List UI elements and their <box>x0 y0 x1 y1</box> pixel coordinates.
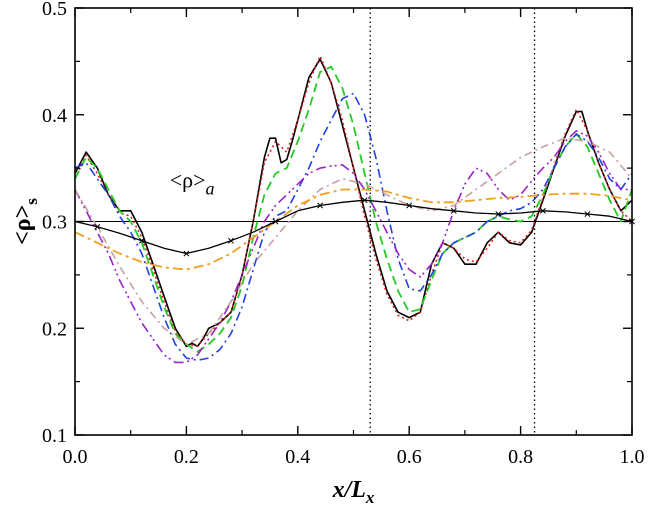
x-tick-label: 1.0 <box>620 446 645 468</box>
axes-layer: 0.0 0.2 0.4 0.6 0.8 1.0 0.1 0.2 0.3 0.4 0.5 <box>42 0 645 468</box>
cross-marker <box>272 218 279 225</box>
x-tick-label: 0.4 <box>285 446 310 468</box>
mean-density-annotation: <ρ>a <box>170 167 215 198</box>
y-tick-label: 0.2 <box>42 318 67 340</box>
series-pink-dashdot <box>74 137 633 346</box>
series-red-dotted <box>74 55 633 348</box>
series-green-dashed <box>74 65 633 353</box>
x-axis-label-main: x/L <box>332 477 366 503</box>
cross-marker <box>94 223 101 230</box>
y-tick-label: 0.5 <box>42 0 67 20</box>
cross-marker <box>450 207 457 214</box>
cross-marker <box>495 211 502 217</box>
y-tick-label: 0.4 <box>42 105 67 127</box>
x-axis-label: x/Lx <box>332 477 375 506</box>
x-tick-label: 0.8 <box>508 446 533 468</box>
cross-marker <box>584 211 591 217</box>
y-axis-label-sub: s <box>22 198 41 205</box>
series-black-cross <box>74 199 633 255</box>
cross-marker <box>539 207 546 214</box>
y-axis-label: <ρ>s <box>10 198 41 245</box>
annotation-main: <ρ> <box>170 167 206 192</box>
cross-marker <box>228 237 234 244</box>
series-layer <box>74 55 635 364</box>
annotation-sub: a <box>205 178 214 198</box>
x-axis-label-sub: x <box>365 488 375 506</box>
y-tick-label: 0.1 <box>42 425 67 447</box>
cross-marker <box>361 197 368 204</box>
x-tick-label: 0.2 <box>174 446 199 468</box>
series-orange-dashdot <box>74 188 633 271</box>
y-tick-label: 0.3 <box>42 212 67 234</box>
plot-area <box>75 8 632 435</box>
y-axis-label-main: <ρ> <box>10 205 36 245</box>
cross-marker <box>183 250 190 257</box>
series-purple-dashdotdot <box>74 130 632 364</box>
cross-marker <box>138 237 145 244</box>
x-tick-label: 0.6 <box>397 446 422 468</box>
series-blue-dashdot <box>74 92 633 362</box>
cross-marker <box>317 202 324 209</box>
x-tick-label: 0.0 <box>63 446 88 468</box>
cross-marker <box>406 202 413 209</box>
